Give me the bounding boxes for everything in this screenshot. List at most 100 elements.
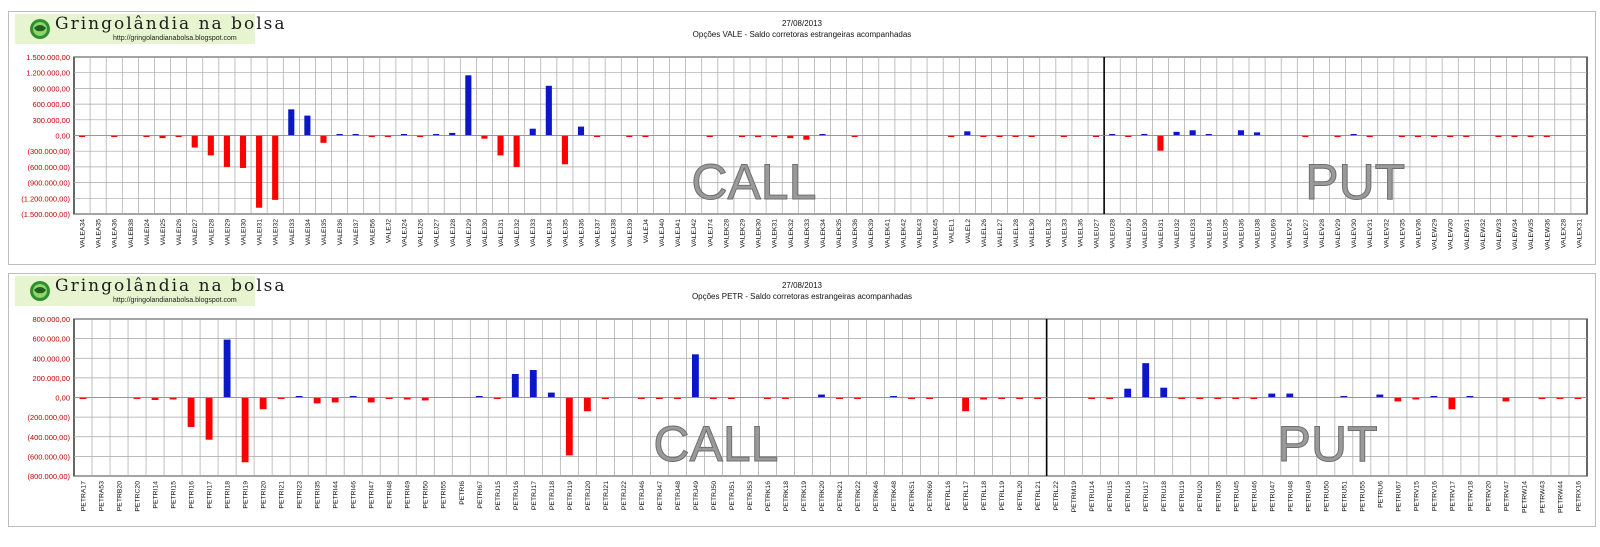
bar-valei37 bbox=[352, 134, 359, 136]
x-tick-label: VALEW29 bbox=[1432, 219, 1439, 250]
y-tick-label: 0,00 bbox=[55, 132, 70, 141]
x-tick-label: PETRI20 bbox=[261, 481, 268, 509]
bar-petri48 bbox=[385, 397, 393, 399]
bar-valew33 bbox=[1495, 135, 1502, 137]
bar-petrj15 bbox=[493, 397, 501, 399]
bar-petrk18 bbox=[782, 397, 789, 399]
bar-valek30 bbox=[755, 135, 762, 138]
logo-url[interactable]: http://gringolandianabolsa.blogspot.com bbox=[113, 297, 237, 304]
bar-petrc20 bbox=[133, 397, 141, 399]
bar-valek36 bbox=[851, 135, 858, 137]
x-tick-label: PETRU14 bbox=[1089, 481, 1096, 512]
x-tick-label: VALEJ28 bbox=[450, 219, 457, 247]
x-tick-label: VALEJ32 bbox=[514, 219, 521, 247]
x-tick-label: PETRJ46 bbox=[639, 481, 646, 510]
x-tick-label: VALEI26 bbox=[176, 219, 183, 246]
x-tick-label: VALEV27 bbox=[1303, 219, 1310, 248]
bar-valei29 bbox=[223, 135, 230, 167]
x-tick-label: PETRK60 bbox=[927, 481, 934, 511]
x-tick-label: PETRJ18 bbox=[549, 481, 556, 510]
bar-petru17 bbox=[1142, 363, 1150, 398]
chart-title: Opções PETR - Saldo corretoras estrangei… bbox=[691, 292, 913, 301]
bar-valej39 bbox=[626, 135, 633, 137]
bar-valek32 bbox=[787, 135, 794, 139]
x-tick-label: PETRI6 bbox=[459, 481, 466, 505]
x-tick-label: VALEI56 bbox=[369, 219, 376, 246]
x-tick-label: PETRA53 bbox=[99, 481, 106, 511]
x-tick-label: PETRJ51 bbox=[729, 481, 736, 510]
bar-valej74 bbox=[706, 135, 713, 137]
x-tick-label: VALEK34 bbox=[820, 219, 827, 248]
x-tick-label: PETRV15 bbox=[1413, 481, 1420, 511]
y-tick-label: (800.000,00) bbox=[27, 472, 70, 481]
bar-valei31 bbox=[256, 135, 263, 208]
x-tick-label: VALEV32 bbox=[1383, 219, 1390, 248]
bar-petrj49 bbox=[691, 354, 699, 398]
x-tick-label: VALEJ31 bbox=[498, 219, 505, 247]
x-tick-label: VALEI33 bbox=[289, 219, 296, 246]
x-tick-label: PETRV17 bbox=[1449, 481, 1456, 511]
bar-valew29 bbox=[1431, 135, 1438, 137]
bar-petrv16 bbox=[1430, 396, 1438, 398]
bar-valew36 bbox=[1543, 135, 1550, 137]
x-tick-label: PETRU50 bbox=[1323, 481, 1330, 512]
bar-valel30 bbox=[1028, 135, 1035, 137]
x-tick-label: VALEU34 bbox=[1206, 219, 1213, 249]
vale-chart-panel: Gringolândia na bolsa http://gringolandi… bbox=[8, 11, 1596, 265]
bar-valev31 bbox=[1366, 135, 1373, 137]
x-tick-label: VALEJ40 bbox=[659, 219, 666, 247]
x-tick-label: PETRK48 bbox=[891, 481, 898, 511]
x-tick-label: PETRU51 bbox=[1341, 481, 1348, 512]
bar-valei25 bbox=[159, 135, 166, 139]
bar-petri67 bbox=[475, 396, 483, 398]
x-tick-label: VALEJ34 bbox=[546, 219, 553, 247]
x-tick-label: VALEV36 bbox=[1415, 219, 1422, 248]
bar-petrk21 bbox=[836, 397, 843, 399]
bar-valei28 bbox=[207, 135, 214, 156]
bar-valeu33 bbox=[1189, 130, 1196, 136]
x-tick-label: VALEJ33 bbox=[530, 219, 537, 247]
x-tick-label: PETRK21 bbox=[837, 481, 844, 511]
bar-valej24 bbox=[400, 134, 408, 136]
x-tick-label: VALEL30 bbox=[1029, 219, 1036, 247]
x-tick-label: PETRI47 bbox=[369, 481, 376, 509]
x-tick-label: VALEI36 bbox=[337, 219, 344, 246]
chart-date: 27/08/2013 bbox=[781, 19, 823, 28]
x-tick-label: VALEK35 bbox=[836, 219, 843, 248]
bar-valeu28 bbox=[1109, 134, 1116, 136]
bar-valei27 bbox=[191, 135, 198, 148]
y-tick-label: (1.500.000,00) bbox=[21, 210, 70, 219]
x-tick-label: VALEV31 bbox=[1367, 219, 1374, 248]
bar-valek33 bbox=[803, 135, 810, 140]
x-tick-label: VALEK36 bbox=[852, 219, 859, 248]
bar-valeu31 bbox=[1157, 135, 1164, 151]
bar-valej26 bbox=[417, 135, 424, 137]
x-tick-label: PETRL22 bbox=[1053, 481, 1060, 511]
x-tick-label: PETRW44 bbox=[1557, 481, 1564, 513]
bar-petrj18 bbox=[547, 392, 555, 398]
x-tick-label: PETRX16 bbox=[1575, 481, 1582, 511]
bar-valeu34 bbox=[1205, 134, 1212, 136]
x-tick-label: PETRL19 bbox=[999, 481, 1006, 511]
bar-valei56 bbox=[368, 135, 375, 137]
bar-valel28 bbox=[1012, 135, 1019, 137]
bar-petri18 bbox=[223, 339, 231, 398]
bar-petru15 bbox=[1106, 397, 1114, 399]
y-tick-label: 200.000,00 bbox=[32, 374, 70, 383]
x-tick-label: VALEV24 bbox=[1287, 219, 1294, 248]
x-tick-label: PETRI19 bbox=[243, 481, 250, 509]
x-tick-label: PETRW43 bbox=[1539, 481, 1546, 513]
x-tick-label: VALEA34 bbox=[80, 219, 87, 248]
x-tick-label: PETRI50 bbox=[423, 481, 430, 509]
bar-valej28 bbox=[449, 132, 456, 136]
x-tick-label: VALEW33 bbox=[1496, 219, 1503, 250]
x-tick-label: VALEI37 bbox=[353, 219, 360, 246]
bar-valej35 bbox=[561, 135, 568, 165]
x-tick-label: PETRI15 bbox=[171, 481, 178, 509]
x-tick-label: VALEU38 bbox=[1255, 219, 1262, 249]
logo-url[interactable]: http://gringolandianabolsa.blogspot.com bbox=[113, 35, 237, 42]
bar-petru48 bbox=[1286, 393, 1294, 398]
x-tick-label: PETRU19 bbox=[1179, 481, 1186, 512]
bar-petri47 bbox=[367, 397, 375, 403]
x-tick-label: VALEI24 bbox=[144, 219, 151, 246]
